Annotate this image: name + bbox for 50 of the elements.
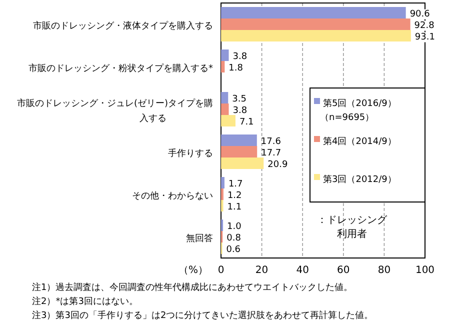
x-tick-label: 100: [415, 265, 435, 276]
data-label: 0.6: [226, 244, 241, 255]
data-label: 0.8: [226, 233, 242, 244]
bar: [221, 104, 229, 115]
y-tick-label: 市販のドレッシング・粉状タイプを購入する*: [28, 62, 214, 74]
y-tick-label: 無回答: [186, 232, 213, 244]
x-tick-label: 60: [337, 265, 350, 276]
text: 注2）*は第3回にはない。: [32, 296, 138, 307]
y-tick-label: 手作りする: [168, 148, 213, 159]
bar: [221, 134, 257, 146]
data-label: 17.6: [260, 136, 282, 147]
data-label: 3.8: [232, 52, 248, 62]
annotation: ：ドレッシング利用者: [317, 215, 388, 240]
bar: [221, 158, 264, 169]
data-label: 1.1: [227, 202, 242, 212]
bar: [221, 146, 258, 158]
bar: [221, 50, 229, 61]
x-axis-title: （%）: [178, 265, 208, 276]
legend-label: 第4回（2014/9）: [323, 136, 396, 147]
y-tick-label: 市販のドレッシング・ジュレ(ゼリー)タイプを購入する: [16, 98, 213, 124]
data-label: 1.8: [228, 63, 244, 74]
annotation: （n=9695）: [320, 113, 374, 123]
data-label: 1.2: [227, 190, 242, 201]
bar: [221, 177, 224, 188]
data-label: 17.7: [261, 148, 282, 158]
bar: [221, 18, 410, 30]
data-label: 3.5: [232, 94, 246, 104]
text: 注1）過去調査は、今回調査の性年代構成比にあわせてウエイトバックした値。: [32, 282, 353, 293]
bar: [221, 92, 228, 104]
bar: [221, 7, 406, 18]
legend-label: 第5回（2016/9）: [323, 98, 396, 109]
x-tick-label: 40: [296, 265, 309, 276]
data-label: 3.8: [232, 106, 248, 116]
data-label: 90.6: [410, 9, 430, 20]
data-label: 93.1: [414, 32, 435, 42]
x-tick-label: 80: [378, 265, 391, 276]
text: 注3）第3回の「手作りする」は2つに分けてきいた選択肢をあわせて再計算した値。: [32, 310, 374, 321]
data-label: 1.0: [227, 222, 242, 232]
x-tick-label: 0: [218, 265, 224, 276]
bar: [221, 30, 411, 42]
y-tick-label: 市販のドレッシング・液体タイプを購入する: [33, 20, 213, 32]
legend-label: 第3回（2012/9）: [323, 174, 396, 185]
data-label: 7.1: [239, 117, 254, 128]
data-label: 92.8: [414, 20, 435, 31]
bar: [221, 115, 236, 126]
data-label: 1.7: [228, 179, 243, 190]
y-tick-label: その他・わからない: [132, 190, 213, 202]
bar: [221, 61, 225, 72]
x-tick-label: 20: [255, 265, 268, 276]
data-label: 20.9: [268, 160, 288, 170]
